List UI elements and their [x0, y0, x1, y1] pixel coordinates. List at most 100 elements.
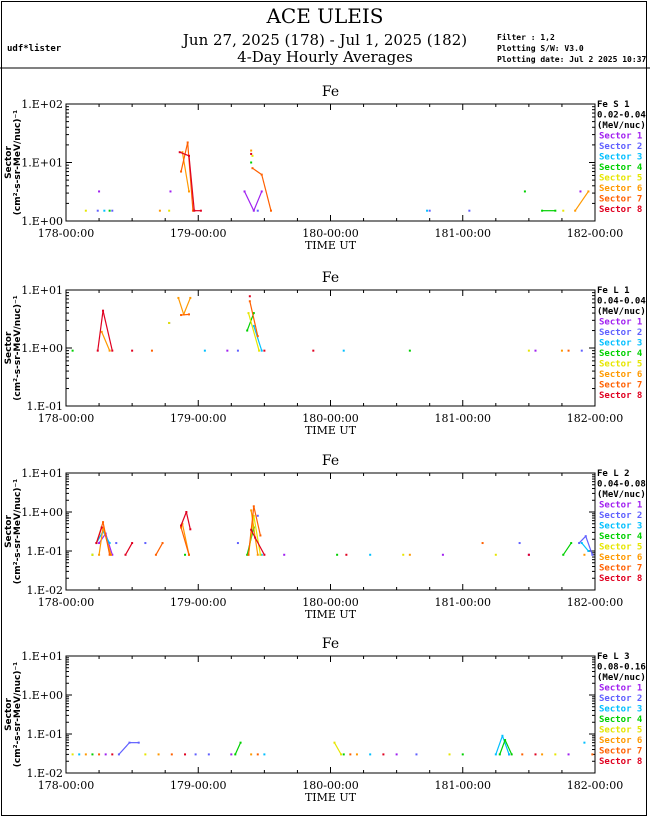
legend-sector-2: Sector 2 [599, 328, 642, 338]
sector-4-point [336, 553, 339, 556]
sector-1-point [169, 190, 172, 193]
sector-5-point [247, 312, 250, 315]
legend-sector-4: Sector 4 [599, 349, 643, 359]
sector-7-point [161, 542, 164, 545]
sector-8-segment [95, 527, 103, 544]
sector-7-point [256, 753, 259, 756]
sector-7-point [252, 505, 255, 508]
sector-5-point [252, 514, 255, 517]
sector-6-point [100, 330, 103, 333]
sector-7-segment [261, 174, 272, 211]
y-tick-label: 1.E+01 [21, 650, 63, 663]
sector-8-point [312, 349, 315, 352]
sector-7-point [187, 553, 190, 556]
sector-6-point [187, 190, 190, 193]
sector-8-point [178, 151, 181, 154]
sector-3-point [508, 753, 511, 756]
sector-4-point [554, 209, 557, 212]
x-tick-label: 182-00:00 [567, 412, 623, 425]
x-tick-label: 181-00:00 [435, 596, 491, 609]
sector-7-point [102, 521, 105, 524]
sector-6-point [541, 753, 544, 756]
sector-3-point [342, 349, 345, 352]
sector-1-point [260, 190, 263, 193]
sector-1-point [579, 190, 582, 193]
sector-3-point [369, 753, 372, 756]
sector-6-point [108, 349, 111, 352]
sector-8-point [193, 209, 196, 212]
y-tick-label: 1.E-01 [27, 545, 63, 558]
y-tick-label: 1.E-01 [27, 728, 63, 741]
sector-6-point [250, 509, 253, 512]
sector-7-point [180, 314, 183, 317]
legend-sector-2: Sector 2 [599, 511, 642, 521]
x-axis-label: TIME UT [305, 608, 357, 621]
sector-7-point [260, 173, 263, 176]
sector-8-point [382, 753, 385, 756]
sector-4-point [184, 553, 187, 556]
legend-species: Fe L 2 [597, 469, 630, 479]
legend-sector-3: Sector 3 [599, 153, 642, 163]
filter-label: Filter : 1,2 [497, 33, 555, 42]
legend-species: Fe L 3 [597, 652, 630, 662]
sector-2-point [236, 542, 239, 545]
sector-5-point [251, 154, 254, 157]
legend-sector-6: Sector 6 [599, 736, 642, 746]
sector-7-point [108, 553, 111, 556]
sector-4-point [246, 553, 249, 556]
sector-5-point [84, 209, 87, 212]
sector-2-point [591, 553, 594, 556]
sector-5-segment [333, 742, 342, 755]
sector-7-point [251, 167, 254, 170]
sector-8-point [131, 542, 134, 545]
sector-5-point [527, 349, 530, 352]
sector-8-point [100, 526, 103, 529]
legend-sector-6: Sector 6 [599, 370, 642, 380]
sector-4-point [246, 329, 249, 332]
sector-6-segment [183, 297, 191, 315]
y-axis-label-units: (cm²-s-sr-MeV/nuc)⁻¹ [13, 295, 23, 400]
x-tick-label: 182-00:00 [567, 779, 623, 792]
sector-7-point [349, 753, 352, 756]
x-tick-label: 181-00:00 [435, 227, 491, 240]
chart-title: Fe [322, 636, 339, 652]
sector-7-point [567, 349, 570, 352]
x-tick-label: 181-00:00 [435, 412, 491, 425]
x-tick-label: 182-00:00 [567, 596, 623, 609]
sector-3-point [263, 753, 266, 756]
date-range: Jun 27, 2025 (178) - Jul 1, 2025 (182) [182, 31, 468, 49]
sector-1-point [567, 753, 570, 756]
y-tick-label: 1.E+01 [21, 157, 63, 170]
sector-8-point [131, 349, 134, 352]
sector-1-segment [243, 191, 255, 211]
y-tick-label: 1.E+00 [21, 215, 63, 228]
sector-7-point [187, 313, 190, 316]
sector-3-segment [253, 325, 263, 351]
legend-sector-1: Sector 1 [599, 501, 642, 511]
y-tick-label: 1.E+00 [21, 342, 63, 355]
sector-3-point [494, 753, 497, 756]
sector-8-segment [185, 511, 191, 530]
sector-2-point [578, 542, 581, 545]
sector-8-point [111, 349, 114, 352]
sector-5-segment [253, 515, 261, 555]
sector-7-segment [181, 313, 190, 316]
y-tick-label: 1.E+01 [21, 284, 63, 297]
legend-sector-2: Sector 2 [599, 142, 642, 152]
sector-8-segment [179, 151, 190, 157]
sector-5-point [554, 753, 557, 756]
sector-8-point [102, 309, 105, 312]
sector-7-point [256, 335, 259, 338]
sector-4-point [461, 753, 464, 756]
sector-3-point [583, 741, 586, 744]
sector-4-segment [234, 742, 242, 755]
page-title: ACE ULEIS [266, 4, 384, 28]
y-tick-label: 1.E-02 [27, 584, 63, 597]
sector-1-point [226, 349, 229, 352]
sector-8-segment [254, 537, 265, 556]
y-tick-label: 1.E-01 [27, 400, 63, 413]
legend-sector-8: Sector 8 [599, 391, 642, 401]
plot-frame [65, 103, 596, 222]
